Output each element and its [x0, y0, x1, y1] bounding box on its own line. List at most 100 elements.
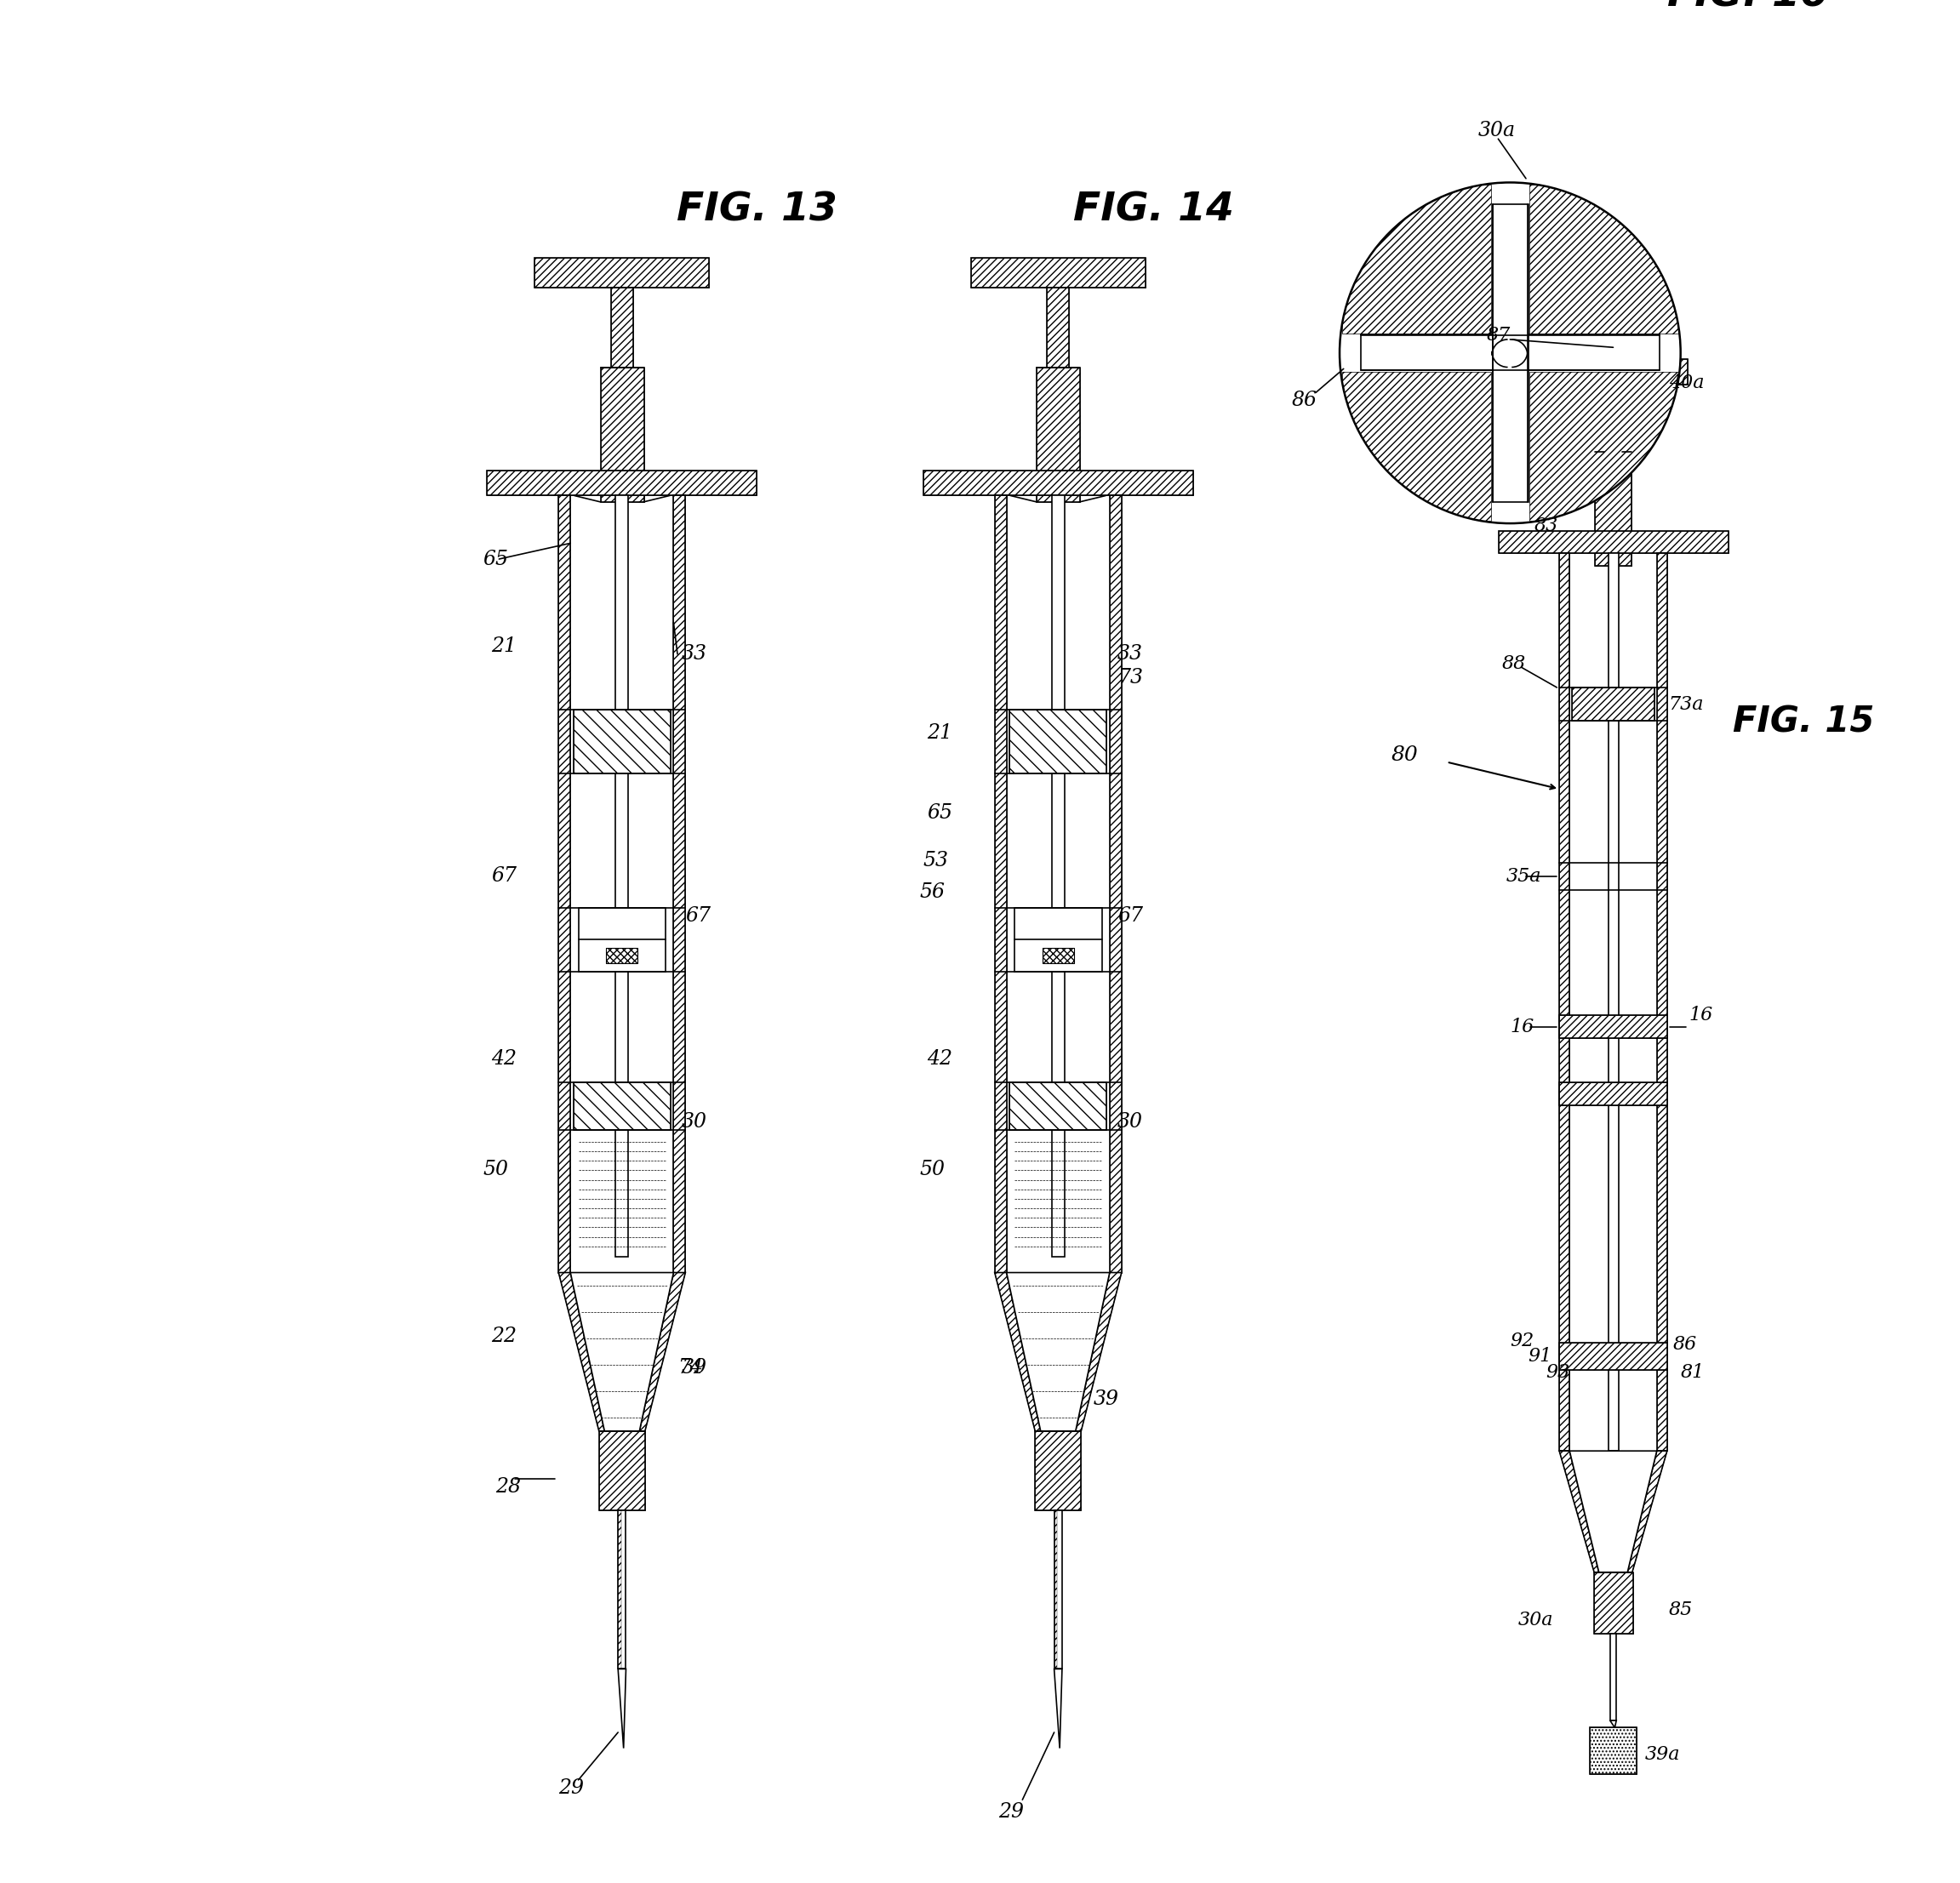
- Bar: [488, 471, 757, 495]
- Bar: [1609, 554, 1619, 1452]
- Text: 50: 50: [919, 1160, 945, 1179]
- Bar: [1539, 360, 1688, 384]
- Bar: [1572, 687, 1654, 721]
- Polygon shape: [639, 1273, 686, 1431]
- Bar: [1343, 373, 1492, 522]
- Text: 65: 65: [927, 802, 953, 823]
- Text: 39: 39: [1094, 1390, 1119, 1408]
- Bar: [1035, 1431, 1082, 1510]
- Bar: [535, 258, 710, 288]
- Text: 81: 81: [1680, 1363, 1705, 1382]
- Bar: [1015, 908, 1102, 972]
- Bar: [559, 495, 570, 1273]
- Text: 74: 74: [678, 1358, 704, 1378]
- Text: 86: 86: [1672, 1335, 1697, 1354]
- Text: 92: 92: [1509, 1331, 1535, 1350]
- Bar: [574, 1083, 670, 1130]
- Text: FIG. 15: FIG. 15: [1733, 704, 1874, 740]
- Bar: [1590, 1727, 1637, 1774]
- Text: 28: 28: [496, 1476, 521, 1497]
- Text: 22: 22: [492, 1326, 517, 1346]
- Bar: [1494, 203, 1529, 503]
- Text: 29: 29: [1000, 1802, 1025, 1821]
- Bar: [606, 947, 637, 964]
- Bar: [600, 1431, 645, 1510]
- Bar: [1047, 288, 1070, 367]
- Text: 40a: 40a: [1668, 373, 1703, 392]
- Text: 30a: 30a: [1478, 121, 1515, 141]
- Text: 42: 42: [492, 1049, 517, 1068]
- Polygon shape: [570, 1273, 674, 1431]
- Bar: [1053, 495, 1064, 1256]
- Bar: [600, 1431, 645, 1510]
- Bar: [615, 495, 629, 1256]
- Polygon shape: [1076, 1273, 1121, 1431]
- Text: 67: 67: [1117, 906, 1143, 926]
- Text: 91: 91: [1527, 1346, 1552, 1365]
- Text: 21: 21: [927, 723, 953, 744]
- Bar: [970, 258, 1145, 288]
- Bar: [970, 258, 1145, 288]
- Bar: [1560, 1015, 1668, 1038]
- Bar: [612, 288, 633, 367]
- Bar: [1035, 1431, 1082, 1510]
- Bar: [600, 367, 645, 503]
- Polygon shape: [1609, 1721, 1617, 1727]
- Text: 16: 16: [1688, 1006, 1713, 1024]
- Bar: [1009, 1083, 1107, 1130]
- Bar: [1605, 384, 1623, 452]
- Bar: [994, 495, 1007, 1273]
- Bar: [1054, 1510, 1062, 1668]
- Text: 73: 73: [1117, 668, 1143, 687]
- Text: 86: 86: [1292, 390, 1317, 410]
- Bar: [612, 288, 633, 367]
- Text: 83: 83: [1535, 516, 1558, 535]
- Bar: [674, 495, 686, 1273]
- Bar: [1343, 185, 1492, 333]
- Bar: [1593, 1572, 1633, 1633]
- Text: 67: 67: [686, 906, 711, 926]
- Bar: [1043, 947, 1074, 964]
- Bar: [1595, 452, 1631, 567]
- Bar: [535, 258, 710, 288]
- Bar: [1037, 367, 1080, 503]
- Polygon shape: [1054, 1668, 1062, 1747]
- Bar: [1560, 1343, 1668, 1371]
- Bar: [1539, 360, 1688, 384]
- Text: 42: 42: [927, 1049, 953, 1068]
- Text: 33: 33: [1117, 644, 1143, 665]
- Bar: [1529, 373, 1678, 522]
- Polygon shape: [559, 1273, 604, 1431]
- Bar: [923, 471, 1194, 495]
- Bar: [1605, 384, 1623, 452]
- Text: FIG. 16: FIG. 16: [1668, 0, 1829, 15]
- Text: 30: 30: [1117, 1113, 1143, 1132]
- Bar: [674, 495, 686, 1273]
- Bar: [1360, 335, 1660, 371]
- Text: 65: 65: [484, 550, 510, 569]
- Bar: [1009, 710, 1107, 774]
- Bar: [559, 495, 570, 1273]
- Bar: [1595, 452, 1631, 567]
- Bar: [1656, 554, 1668, 1452]
- Bar: [606, 947, 637, 964]
- Text: 29: 29: [559, 1778, 584, 1798]
- Bar: [1560, 554, 1570, 1452]
- Bar: [1499, 531, 1729, 554]
- Bar: [488, 471, 757, 495]
- Bar: [578, 908, 666, 972]
- Text: 33: 33: [682, 644, 708, 665]
- Text: 30: 30: [682, 1113, 708, 1132]
- Bar: [1009, 710, 1107, 774]
- Bar: [1560, 1083, 1668, 1105]
- Polygon shape: [1007, 1273, 1109, 1431]
- Text: 35a: 35a: [1505, 866, 1541, 885]
- Bar: [1572, 687, 1654, 721]
- Text: 87: 87: [1486, 326, 1511, 345]
- Bar: [574, 710, 670, 774]
- Text: 85: 85: [1668, 1601, 1693, 1619]
- Bar: [1499, 531, 1729, 554]
- Text: 88: 88: [1501, 653, 1527, 672]
- Text: 53: 53: [923, 851, 949, 870]
- Bar: [600, 367, 645, 503]
